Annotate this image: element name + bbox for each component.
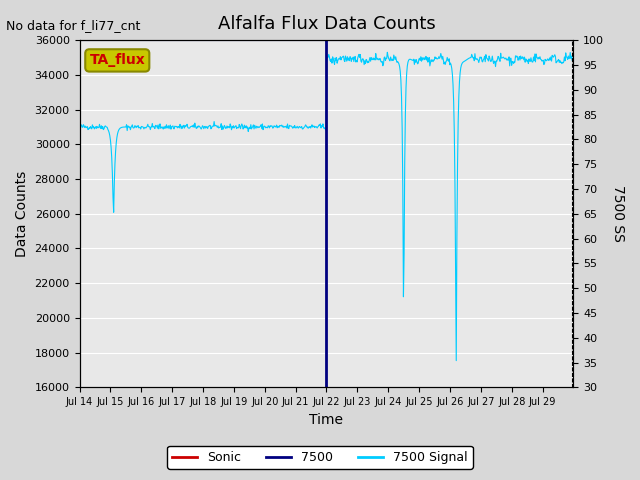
Line: 7500 Signal: 7500 Signal [79, 52, 573, 360]
7500 Signal [570, 53, 577, 59]
X-axis label: Time: Time [310, 413, 344, 427]
7500 Signal [134, 124, 141, 130]
Text: No data for f_li77_cnt: No data for f_li77_cnt [6, 19, 141, 32]
7500 Signal [225, 124, 232, 130]
7500 Signal [249, 124, 257, 130]
7500 Signal [405, 57, 413, 62]
7500 Signal [268, 123, 275, 129]
7500 Signal [377, 59, 385, 65]
Legend: Sonic, 7500, 7500 Signal: Sonic, 7500, 7500 Signal [167, 446, 473, 469]
7500 Signal [452, 358, 460, 363]
Text: TA_flux: TA_flux [90, 53, 145, 67]
Y-axis label: 7500 SS: 7500 SS [611, 185, 625, 242]
7500 Signal [76, 123, 83, 129]
Title: Alfalfa Flux Data Counts: Alfalfa Flux Data Counts [218, 15, 435, 33]
7500 Signal [383, 49, 391, 55]
Y-axis label: Data Counts: Data Counts [15, 170, 29, 257]
